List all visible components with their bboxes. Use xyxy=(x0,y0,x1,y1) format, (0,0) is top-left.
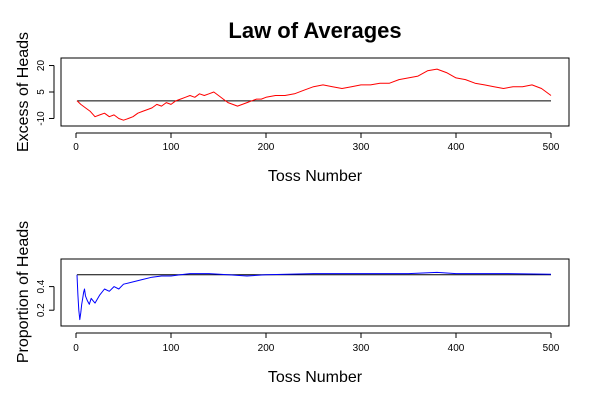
chart-title: Law of Averages xyxy=(228,18,401,43)
excess-heads-xtick-label: 200 xyxy=(258,142,275,153)
proportion-heads-xtick-label: 400 xyxy=(448,343,465,354)
proportion-heads-plot-frame xyxy=(60,258,570,327)
excess-heads-xtick-label: 400 xyxy=(448,142,465,153)
excess-heads-ylabel: Excess of Heads xyxy=(15,32,32,152)
proportion-heads-ytick-label: 0.2 xyxy=(36,303,47,317)
excess-heads-xtick-label: 100 xyxy=(163,142,180,153)
excess-heads-xlabel: Toss Number xyxy=(268,168,363,185)
excess-heads-ytick-label: -10 xyxy=(36,111,47,126)
proportion-heads-xtick-label: 200 xyxy=(258,343,275,354)
excess-heads-ytick-label: 5 xyxy=(36,89,47,95)
proportion-heads-xtick-label: 500 xyxy=(543,343,560,354)
excess-heads-xtick-label: 500 xyxy=(543,142,560,153)
excess-heads-ytick-label: 20 xyxy=(36,60,47,72)
excess-heads-xtick-label: 0 xyxy=(73,142,79,153)
proportion-heads-xlabel: Toss Number xyxy=(268,369,363,386)
proportion-heads-xtick-label: 100 xyxy=(163,343,180,354)
proportion-heads-panel: Proportion of Heads Toss Number 0 100 200 3… xyxy=(15,221,570,386)
proportion-heads-xtick-label: 300 xyxy=(353,343,370,354)
proportion-heads-ylabel: Proportion of Heads xyxy=(15,221,32,363)
excess-heads-panel: Excess of Heads Toss Number 0 100 200 300 40… xyxy=(15,32,570,185)
excess-heads-series-line xyxy=(76,68,552,121)
proportion-heads-series-line xyxy=(76,271,552,321)
proportion-heads-xtick-label: 0 xyxy=(73,343,79,354)
excess-heads-xtick-label: 300 xyxy=(353,142,370,153)
excess-heads-plot-frame xyxy=(60,57,570,127)
proportion-heads-ytick-label: 0.4 xyxy=(36,279,47,293)
